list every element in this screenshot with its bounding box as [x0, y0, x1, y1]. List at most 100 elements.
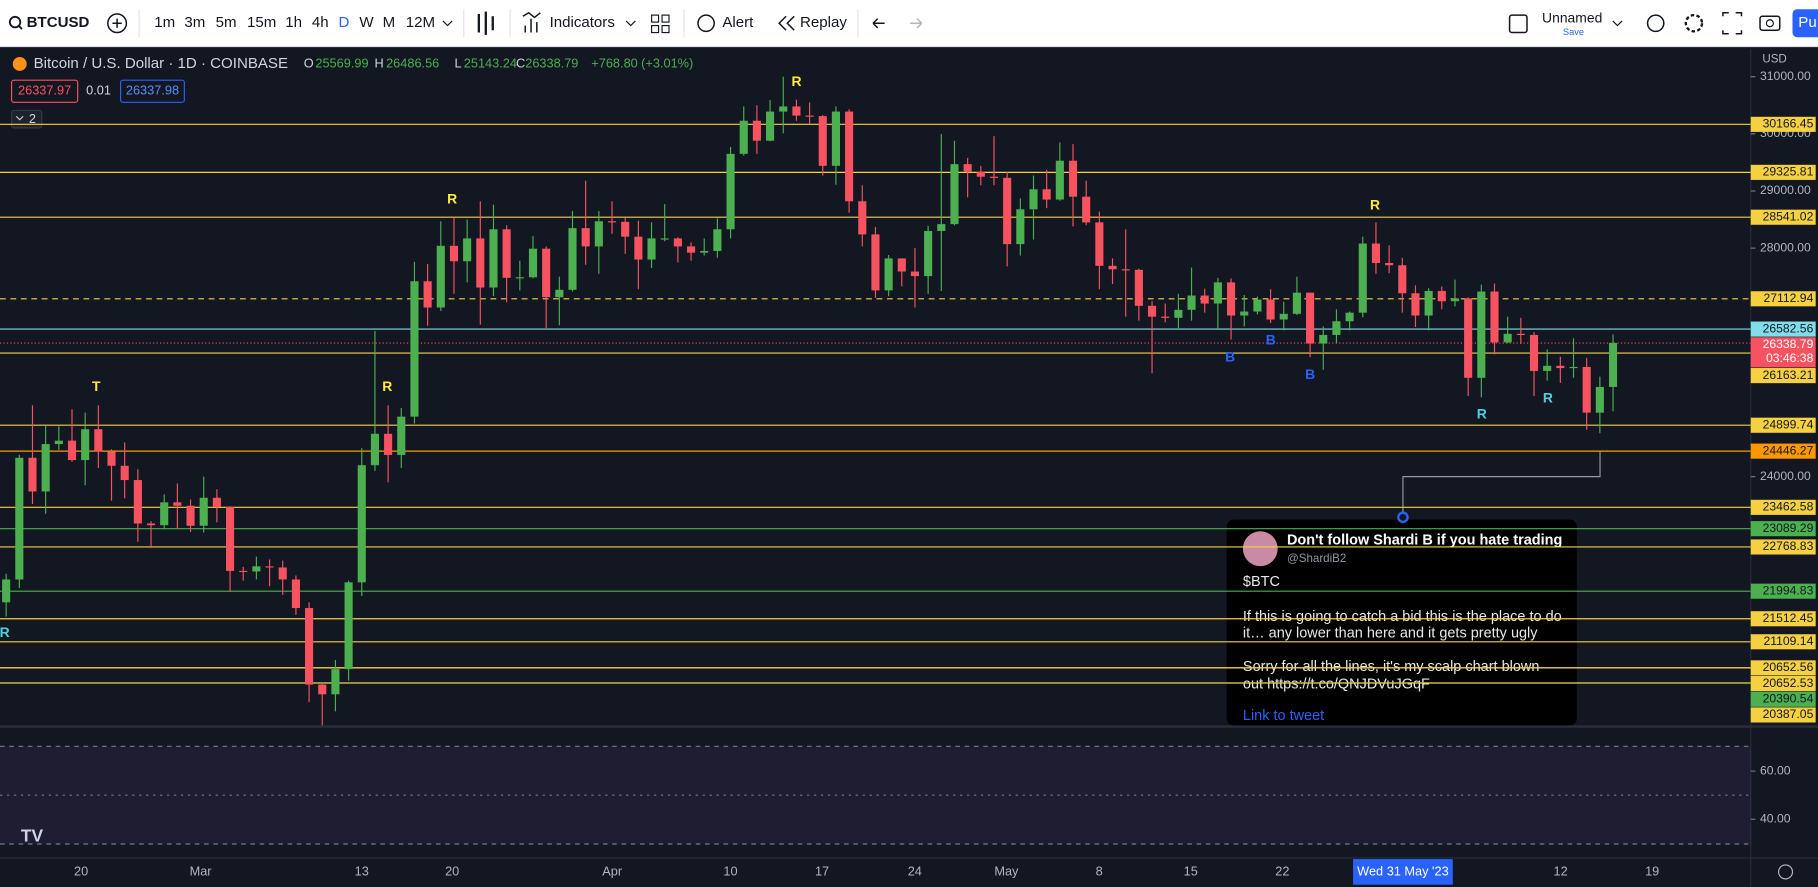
candle-body	[1068, 160, 1078, 197]
crosshair-label-bg	[1353, 859, 1453, 885]
price-tick-label: 28000.00	[1760, 240, 1811, 254]
candle-body	[752, 120, 761, 141]
candle-body	[805, 115, 814, 117]
interval-button[interactable]: M	[383, 14, 396, 31]
interval-button[interactable]: 3m	[184, 14, 205, 31]
fullscreen-button[interactable]	[1722, 12, 1743, 35]
tweet-connector	[1402, 451, 1601, 518]
alert-button[interactable]: Alert	[722, 14, 754, 31]
candle-body	[937, 224, 946, 231]
interval-menu[interactable]	[442, 20, 453, 27]
symbol-title: Bitcoin / U.S. Dollar · 1D · COINBASE	[34, 55, 288, 72]
candle-body	[1134, 269, 1143, 306]
price-label: 20652.53	[1763, 676, 1814, 690]
signal-marker: R	[1543, 389, 1553, 405]
candle-body	[1292, 292, 1301, 314]
templates-button[interactable]	[651, 14, 670, 34]
price-label-bg	[1750, 116, 1816, 132]
publish-button[interactable]	[1792, 9, 1818, 38]
candle-body	[331, 669, 340, 695]
tweet-link[interactable]: Link to tweet	[1243, 708, 1324, 724]
candle-body	[1543, 365, 1552, 371]
rsi-tick-label: 60.00	[1760, 763, 1791, 777]
tweet-ticker: $BTC	[1243, 574, 1280, 590]
candle-body	[397, 416, 406, 455]
layout-name[interactable]: Unnamed	[1542, 9, 1602, 25]
price-label: 21512.45	[1763, 611, 1814, 625]
price-label: 20390.54	[1763, 691, 1814, 705]
buy-box[interactable]	[120, 79, 185, 103]
price-label: 23089.29	[1763, 521, 1814, 535]
candle-body	[989, 176, 999, 178]
candle-body	[1095, 222, 1104, 266]
time-label: 8	[1096, 863, 1103, 878]
settings-button[interactable]	[1684, 13, 1704, 33]
grid-icon	[651, 14, 660, 23]
interval-button[interactable]: 12M	[406, 14, 435, 31]
candle-body	[81, 429, 90, 461]
time-label: 10	[723, 863, 737, 878]
legend-h-label: H	[374, 55, 383, 70]
redo-button[interactable]	[910, 18, 923, 29]
layout-menu[interactable]	[1612, 20, 1623, 27]
chart-type-button[interactable]	[477, 11, 494, 35]
quick-search[interactable]	[1646, 14, 1665, 33]
candle-body	[160, 502, 169, 526]
publish-label[interactable]: Pu	[1798, 14, 1816, 31]
indicators-menu[interactable]	[625, 20, 636, 27]
interval-button[interactable]: W	[359, 14, 374, 31]
interval-button[interactable]: 5m	[216, 14, 237, 31]
price-label: 26582.56	[1763, 321, 1814, 335]
legend-change: +768.80	[591, 55, 637, 70]
candle-body	[779, 106, 788, 112]
candle-body	[739, 120, 748, 154]
price-label-bg	[1750, 499, 1816, 515]
candle-body	[963, 164, 972, 172]
interval-button[interactable]: 1h	[285, 14, 302, 31]
interval-button[interactable]: 15m	[247, 14, 276, 31]
candle-body	[357, 465, 366, 583]
layout-checkbox[interactable]	[1508, 14, 1528, 34]
candle-body	[1345, 312, 1354, 322]
interval-button[interactable]: 4h	[312, 14, 329, 31]
interval-button[interactable]: D	[339, 14, 350, 31]
save-label[interactable]: Save	[1563, 27, 1584, 37]
bid-price: 26337.97	[18, 83, 71, 98]
sell-box[interactable]	[11, 79, 79, 103]
candle-body	[120, 465, 129, 481]
time-label: 20	[445, 863, 459, 878]
price-label-bg	[1750, 321, 1816, 337]
candle-body	[1161, 316, 1170, 318]
axis-settings[interactable]	[1777, 864, 1794, 880]
snapshot-button[interactable]	[1759, 15, 1781, 31]
symbol-search[interactable]: BTCUSD	[8, 14, 90, 31]
candle-body	[15, 457, 24, 580]
candle-body	[621, 221, 630, 237]
price-label: 24446.27	[1763, 443, 1814, 457]
indicators-button[interactable]: Indicators	[550, 14, 615, 31]
candle-body	[1608, 343, 1618, 387]
grid-icon	[661, 24, 670, 34]
compare-button[interactable]	[107, 13, 128, 34]
tweet-card: Don't follow Shardi B if you hate tradin…	[1226, 519, 1577, 726]
candle-body	[1200, 295, 1209, 304]
candle-body	[1121, 269, 1130, 271]
price-label: 21109.14	[1763, 634, 1813, 648]
indicators-toggle[interactable]	[11, 109, 43, 129]
undo-button[interactable]	[872, 18, 885, 29]
candle-body	[1332, 321, 1341, 335]
candle-body	[607, 221, 617, 223]
candle-body	[1306, 292, 1315, 344]
candle-body	[344, 582, 353, 670]
time-label: 19	[1645, 863, 1659, 878]
price-label-bg	[1750, 660, 1816, 676]
candle-body	[660, 238, 669, 240]
search-icon-handle	[17, 24, 23, 30]
price-label-bg	[1750, 676, 1816, 692]
candle-body	[1450, 298, 1460, 302]
replay-button[interactable]: Replay	[800, 14, 847, 31]
candle-body	[1516, 333, 1525, 335]
interval-button[interactable]: 1m	[154, 14, 175, 31]
